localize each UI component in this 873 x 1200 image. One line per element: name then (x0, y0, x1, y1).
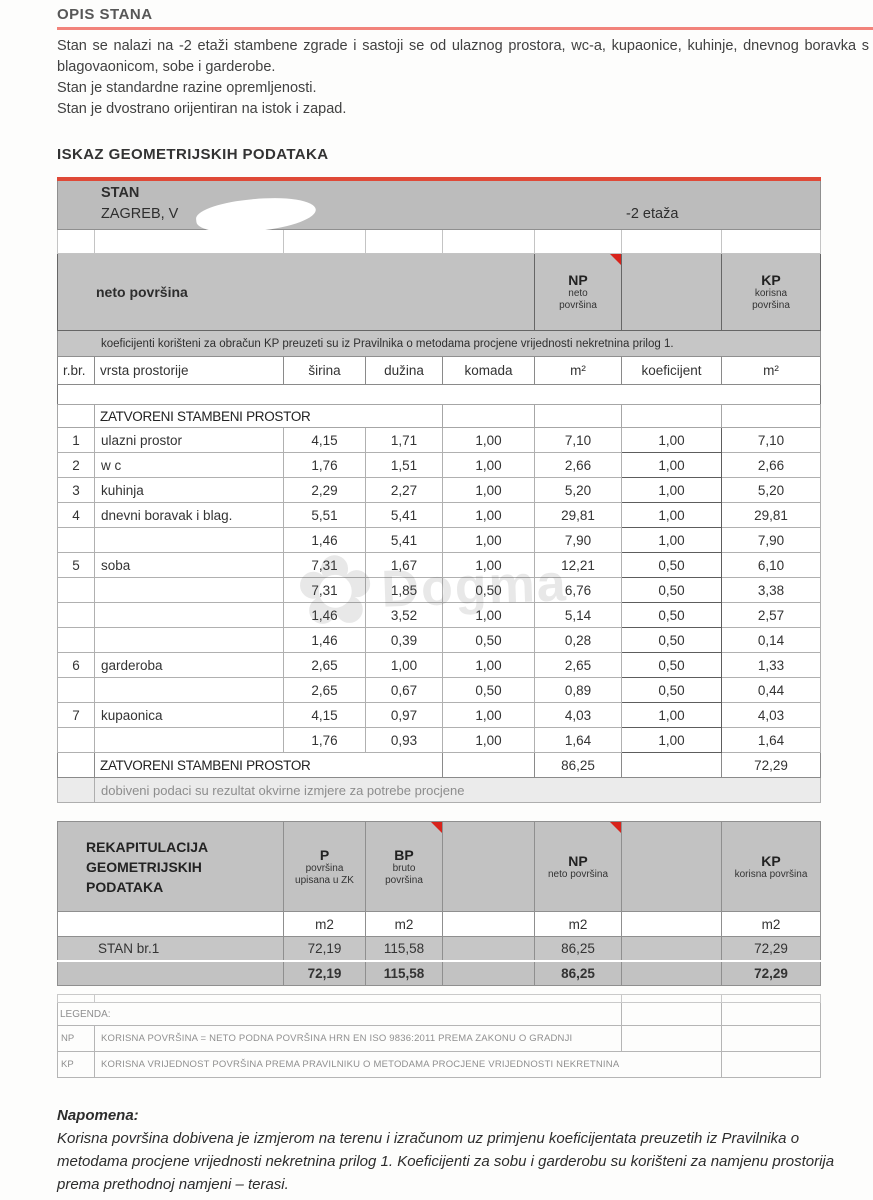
column-header-row: r.br. vrsta prostorije širina dužina kom… (57, 356, 821, 385)
stan-label: STAN br.1 (57, 936, 284, 961)
table-row: 4 dnevni boravak i blag. 5,51 5,41 1,00 29,81… (57, 502, 821, 528)
np-header-cell: NP neto površina (534, 821, 622, 912)
legend-title-row: LEGENDA: (57, 1002, 821, 1026)
table-row: 1 ulazni prostor 4,15 1,71 1,00 7,10 1,00 7,10 (57, 427, 821, 453)
unit-np: m2 (534, 911, 622, 937)
title-cell: STAN ZAGREB, V -2 etaža (57, 178, 821, 238)
neto-header-row: neto površina NP neto površina KP korisn… (57, 253, 821, 331)
recap-title: REKAPITULACIJA GEOMETRIJSKIH PODATAKA (57, 821, 284, 912)
table-title-band: STAN ZAGREB, V -2 etaža (57, 178, 821, 238)
legend-abbr-kp: KP (57, 1051, 95, 1078)
geometry-table: STAN ZAGREB, V -2 etaža neto površina NP… (57, 177, 821, 803)
measurement-note-row: dobiveni podaci su rezultat okvirne izmj… (57, 777, 821, 803)
section-row: ZATVORENI STAMBENI PROSTOR (57, 404, 821, 428)
empty-cell (621, 821, 722, 912)
table-row: 6 garderoba 2,65 1,00 1,00 2,65 0,50 1,33 (57, 652, 821, 678)
coefficient-note: koeficijenti korišteni za obračun KP pre… (57, 330, 821, 357)
col-m2: m² (534, 356, 622, 385)
spacer-row (57, 229, 821, 254)
table-row: 7,31 1,85 0,50 6,76 0,50 3,38 (57, 577, 821, 603)
table-row: 1,46 0,39 0,50 0,28 0,50 0,14 (57, 627, 821, 653)
np-abbr: NP (568, 272, 588, 288)
measurement-note: dobiveni podaci su rezultat okvirne izmj… (94, 777, 821, 803)
recap-table: REKAPITULACIJA GEOMETRIJSKIH PODATAKA P … (57, 821, 821, 986)
table-row: 2,65 0,67 0,50 0,89 0,50 0,44 (57, 677, 821, 703)
neto-povrsina-label: neto površina (57, 253, 535, 331)
kp-abbr: KP (761, 272, 781, 288)
recap-header-row: REKAPITULACIJA GEOMETRIJSKIH PODATAKA P … (57, 821, 821, 912)
legend-text-kp: KORISNA VRIJEDNOST POVRŠINA PREMA PRAVIL… (94, 1051, 722, 1078)
apartment-location: ZAGREB, V (101, 206, 179, 222)
total-m2: 86,25 (534, 752, 622, 778)
opis-line-3: Stan je dvostrano orijentiran na istok i… (57, 101, 347, 117)
napomena-section: Napomena: Korisna površina dobivena je i… (57, 1104, 869, 1196)
table-row: 5 soba 7,31 1,67 1,00 12,21 0,50 6,10 (57, 552, 821, 578)
opis-line-1: Stan se nalazi na -2 etaži stambene zgra… (57, 38, 869, 75)
table-row: 1,46 5,41 1,00 7,90 1,00 7,90 (57, 527, 821, 553)
iskaz-heading: ISKAZ GEOMETRIJSKIH PODATAKA (57, 146, 329, 163)
stan-data-row: STAN br.1 72,19 115,58 86,25 72,29 (57, 936, 821, 961)
legend-table: LEGENDA: NP KORISNA POVRŠINA = NETO PODN… (57, 994, 821, 1078)
opis-line-2: Stan je standardne razine opremljenosti. (57, 80, 317, 96)
table-row: 1,76 0,93 1,00 1,64 1,00 1,64 (57, 727, 821, 753)
col-vrsta: vrsta prostorije (94, 356, 284, 385)
legend-title: LEGENDA: (57, 1002, 622, 1026)
unit-row: m2 m2 m2 m2 (57, 911, 821, 937)
legend-item-np: NP KORISNA POVRŠINA = NETO PODNA POVRŠIN… (57, 1025, 821, 1052)
col-m2-kp: m² (721, 356, 821, 385)
total-kp: 72,29 (721, 752, 821, 778)
kp-header-cell: KP korisna površina (721, 253, 821, 331)
napomena-title: Napomena: (57, 1107, 139, 1124)
legend-text-np: KORISNA POVRŠINA = NETO PODNA POVRŠINA H… (94, 1025, 622, 1052)
legend-spacer-row (57, 994, 821, 1003)
col-rbr: r.br. (57, 356, 95, 385)
legend-item-kp: KP KORISNA VRIJEDNOST POVRŠINA PREMA PRA… (57, 1051, 821, 1078)
napomena-text: Korisna površina dobivena je izmjerom na… (57, 1130, 835, 1193)
bp-header-cell: BP bruto površina (365, 821, 443, 912)
p-header-cell: P površina upisana u ZK (283, 821, 366, 912)
col-sirina: širina (283, 356, 366, 385)
col-koeficijent: koeficijent (621, 356, 722, 385)
empty-cell (442, 821, 535, 912)
floor-label: -2 etaža (626, 206, 679, 222)
table-row: 3 kuhinja 2,29 2,27 1,00 5,20 1,00 5,20 (57, 477, 821, 503)
unit-p: m2 (283, 911, 366, 937)
unit-bp: m2 (365, 911, 443, 937)
opis-stana-heading: OPIS STANA (57, 6, 873, 30)
unit-kp: m2 (721, 911, 821, 937)
blank-row (57, 384, 821, 405)
table-row: 1,46 3,52 1,00 5,14 0,50 2,57 (57, 602, 821, 628)
legend-abbr-np: NP (57, 1025, 95, 1052)
empty-cell (621, 253, 722, 331)
empty-cell (57, 404, 95, 428)
np-header-cell: NP neto površina (534, 253, 622, 331)
kp-header-cell: KP korisna površina (721, 821, 821, 912)
total-row: ZATVORENI STAMBENI PROSTOR 86,25 72,29 (57, 752, 821, 778)
table-row: 7 kupaonica 4,15 0,97 1,00 4,03 1,00 4,03 (57, 702, 821, 728)
col-komada: komada (442, 356, 535, 385)
section-label: ZATVORENI STAMBENI PROSTOR (94, 404, 443, 428)
recap-total-row: 72,19 115,58 86,25 72,29 (57, 959, 821, 986)
col-duzina: dužina (365, 356, 443, 385)
total-label: ZATVORENI STAMBENI PROSTOR (94, 752, 443, 778)
coefficient-note-row: koeficijenti korišteni za obračun KP pre… (57, 330, 821, 357)
apartment-title: STAN (101, 185, 140, 201)
